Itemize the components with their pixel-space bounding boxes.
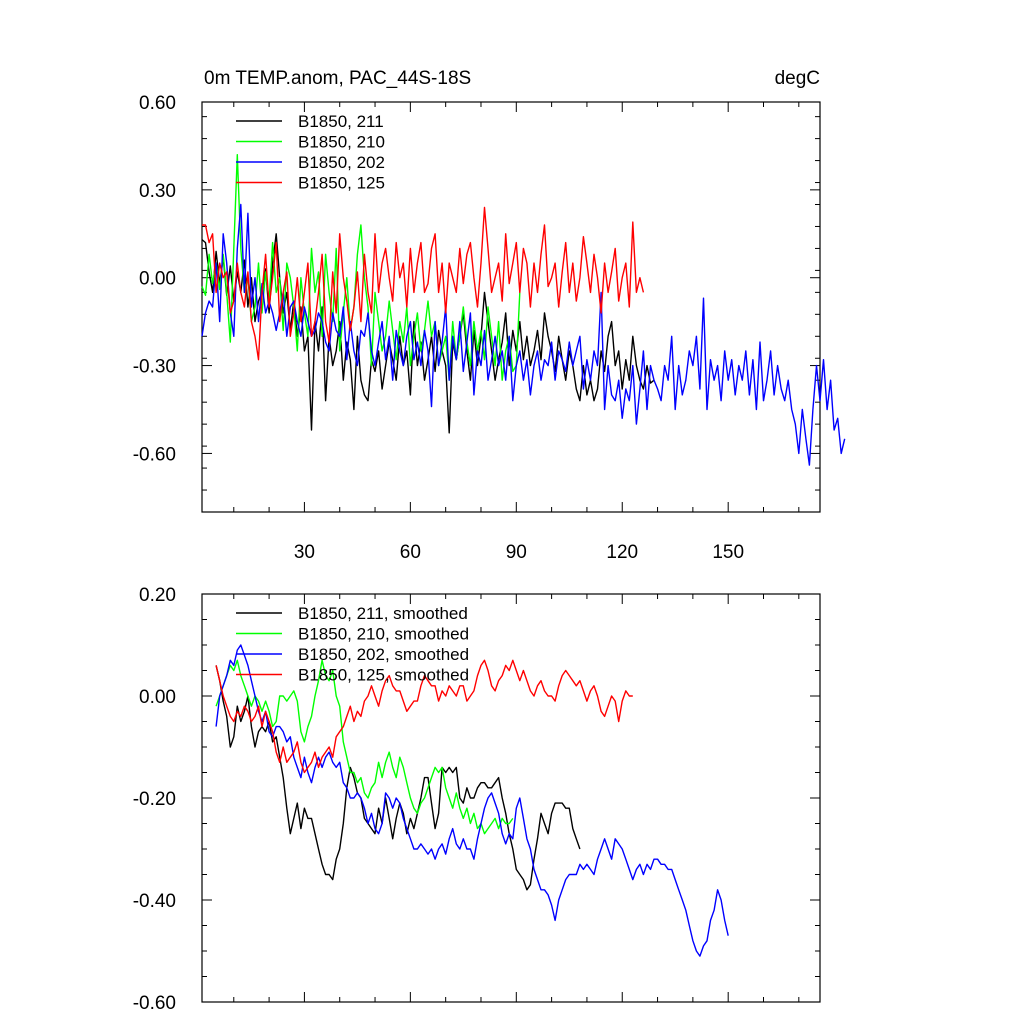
bottom-ytick-label: -0.40 (133, 891, 176, 912)
bottom-legend-label: B1850, 211, smoothed (298, 604, 468, 623)
top-ytick-label: 0.60 (139, 93, 176, 114)
top-series-line-3 (201, 203, 846, 466)
top-xtick-label: 90 (506, 542, 527, 563)
top-plot-frame (201, 101, 821, 513)
bottom-ytick-label: 0.20 (139, 585, 176, 606)
bottom-legend-label: B1850, 125, smoothed (298, 666, 469, 685)
top-series-line-4 (202, 206, 645, 361)
top-chart-title: 0m TEMP.anom, PAC_44S-18S (204, 68, 471, 89)
top-xtick-label: 120 (606, 542, 638, 563)
bottom-legend: B1850, 211, smoothed B1850, 210, smoothed… (236, 604, 469, 685)
bottom-axis-ticks: 0.20 0.00 -0.20 -0.40 -0.60 (133, 585, 820, 1014)
top-series-group (201, 153, 846, 466)
top-ytick-label: -0.30 (133, 357, 176, 378)
bottom-ytick-label: 0.00 (139, 687, 176, 708)
bottom-legend-label: B1850, 210, smoothed (298, 625, 469, 644)
bottom-panel: 0.20 0.00 -0.20 -0.40 -0.60 B1850, 211, smoo… (133, 585, 821, 1014)
bottom-ytick-label: -0.60 (133, 993, 176, 1014)
top-ytick-label: 0.30 (139, 181, 176, 202)
top-panel: 0m TEMP.anom, PAC_44S-18S degC 0.600.300… (133, 68, 846, 563)
top-legend-label: B1850, 211 (298, 112, 384, 131)
top-legend-label: B1850, 202 (298, 153, 385, 172)
bottom-series-line-4 (215, 659, 633, 774)
bottom-plot-frame (201, 593, 821, 1003)
top-xtick-label: 60 (400, 542, 421, 563)
top-xtick-label: 150 (712, 542, 744, 563)
top-axis-ticks: 0.60 0.30 0.00 -0.30 -0.60 30 60 90 120 150 (133, 93, 820, 563)
top-ytick-label: -0.60 (133, 444, 176, 465)
bottom-series-line-3 (215, 644, 729, 957)
bottom-series-group (215, 644, 729, 957)
top-legend-label: B1850, 210 (298, 133, 385, 152)
top-legend-label: B1850, 125 (298, 174, 385, 193)
bottom-series-line-2 (215, 659, 514, 835)
bottom-legend-label: B1850, 202, smoothed (298, 645, 469, 664)
bottom-series-line-1 (215, 665, 581, 891)
top-xtick-label: 30 (294, 542, 315, 563)
top-series-line-1 (201, 233, 655, 434)
bottom-ytick-label: -0.20 (133, 789, 176, 810)
top-ytick-label: 0.00 (139, 269, 176, 290)
top-chart-units: degC (775, 68, 820, 89)
